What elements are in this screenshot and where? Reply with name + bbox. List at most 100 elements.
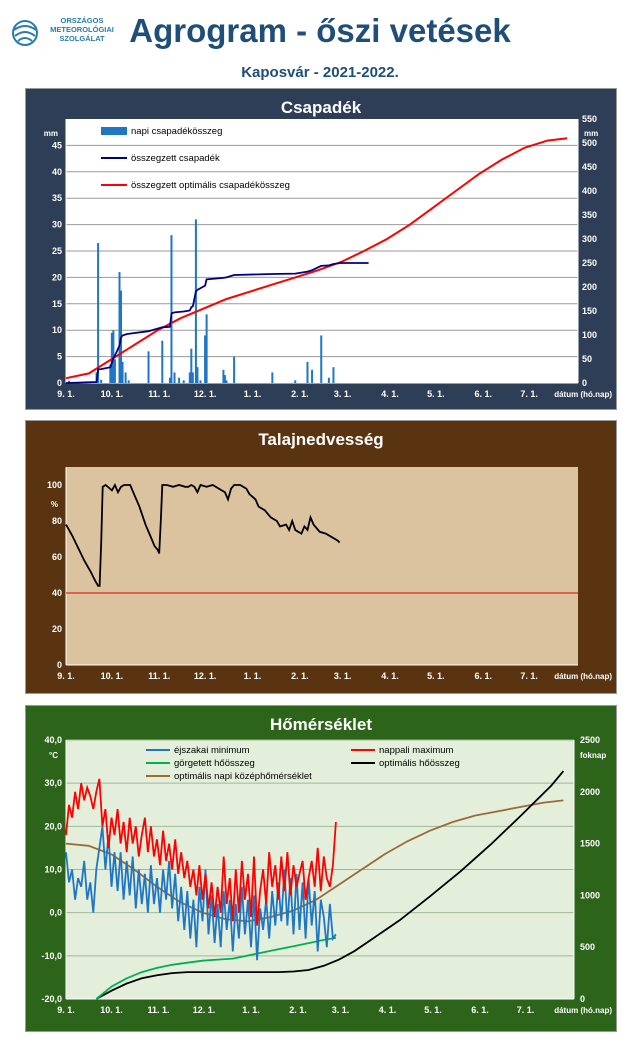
legend-swatch-daily [101,127,127,135]
daily-precip-bar [194,219,197,383]
y-tick-label: 45 [52,140,62,150]
daily-precip-bar [311,369,314,383]
chart-title: Hőmérséklet [270,715,372,734]
x-tick-label: 11. 1. [147,1005,169,1015]
soil-moisture-panel: Talajnedvesség 0 20 40 60 80 100% 9. 1. 10. 1. 11… [25,420,617,694]
y2-axis-label: foknap [580,751,606,760]
daily-precip-bar [327,377,330,383]
legend-label: görgetett hőösszeg [174,758,255,769]
x-tick-label: 9. 1. [57,671,75,681]
y-tick-label: 100 [47,480,62,490]
x-tick-label: 10. 1. [101,389,124,399]
x-tick-label: 9. 1. [57,389,75,399]
x-tick-label: 6. 1. [474,671,492,681]
y-tick-label: 40 [52,167,62,177]
x-tick-label: 1. 1. [244,671,262,681]
x-tick-label: 4. 1. [381,389,399,399]
daily-precip-bar [182,380,185,383]
x-tick-label: 4. 1. [381,671,399,681]
y2-tick-label: 200 [582,282,597,292]
x-tick-label: 12. 1. [193,1005,216,1015]
logo: ORSZÁGOS METEOROLÓGIAI SZOLGÁLAT [10,14,120,54]
y2-tick-label: 550 [582,114,597,124]
optimal-cumulative-line [65,137,568,380]
daily-precip-bar [191,372,194,383]
logo-text: ORSZÁGOS METEOROLÓGIAI SZOLGÁLAT [50,16,114,43]
y-tick-label: 30,0 [44,778,62,788]
daily-precip-bar [196,367,199,383]
x-tick-label: 5. 1. [427,671,445,681]
y2-tick-label: 1500 [580,839,600,849]
daily-precip-bar [188,372,191,383]
precipitation-chart: Csapadék 0 5 10 15 20 25 30 35 40 45 mm 9. 1. 10. 1. 1… [44,98,613,399]
daily-precip-bar [68,380,71,383]
daily-precip-bar [113,359,116,383]
y-tick-label: 25 [52,246,62,256]
daily-precip-bar [306,361,309,383]
y2-tick-label: 0 [582,378,587,388]
x-tick-label: 3. 1. [332,1005,350,1015]
daily-precip-bar [170,235,173,383]
page-title: Agrogram - őszi vetések [129,12,511,49]
daily-precip-bar [109,364,112,383]
daily-precip-bar [127,380,130,383]
daily-precip-bar [222,369,225,383]
y-tick-label: 20 [52,624,62,634]
y2-tick-label: 100 [582,330,597,340]
x-tick-label: 2. 1. [291,671,309,681]
daily-precip-bar [320,335,323,383]
y-tick-label: 35 [52,193,62,203]
x-tick-label: 12. 1. [194,389,217,399]
rolling-heat-sum-line [95,937,337,1000]
y2-tick-label: 0 [580,994,585,1004]
chart-title: Talajnedvesség [258,430,383,449]
daily-precip-bar [121,361,124,383]
y-axis-label: °C [49,751,58,760]
y-tick-label: 80 [52,516,62,526]
daily-precip-bar [225,380,228,383]
y2-tick-label: 1000 [580,890,600,900]
x-tick-label: 5. 1. [427,389,445,399]
y-tick-label: 40 [52,588,62,598]
soil-moisture-line [65,482,341,587]
daily-precip-bar [100,379,103,383]
y-tick-label: -10,0 [41,951,62,961]
y2-tick-label: 2500 [580,735,600,745]
daily-precip-bar [294,380,297,383]
daily-precip-bar [173,372,176,383]
x-tick-label: 5. 1. [424,1005,442,1015]
max-temp-line [65,778,337,926]
y2-tick-label: 400 [582,186,597,196]
daily-precip-bar [178,377,181,383]
y2-tick-label: 450 [582,162,597,172]
daily-precip-bar [271,372,274,383]
daily-precip-bar [97,243,100,383]
daily-precip-bar [147,351,150,383]
y-tick-label: 30 [52,220,62,230]
daily-precip-bar [204,335,207,383]
x-tick-label: 1. 1. [242,1005,260,1015]
x-tick-label: 12. 1. [194,671,217,681]
chart-title: Csapadék [281,98,362,117]
plot-area [66,467,578,665]
y-tick-label: 0,0 [49,908,62,918]
y-tick-label: 5 [57,352,62,362]
x-tick-label: 3. 1. [334,671,352,681]
y2-tick-label: 50 [582,354,592,364]
y2-tick-label: 2000 [580,787,600,797]
legend-label: napi csapadékösszeg [131,126,222,137]
daily-precip-bar [233,356,236,383]
x-tick-label: 10. 1. [101,671,124,681]
legend-label: összegzett optimális csapadékösszeg [131,180,290,191]
x-tick-label: 2. 1. [289,1005,307,1015]
y-axis-label: % [51,500,58,509]
legend-label: összegzett csapadék [131,153,220,164]
daily-precip-bar [199,380,202,383]
optimal-heat-sum-line [95,770,565,1000]
legend-label: optimális hőösszeg [379,758,460,769]
y-tick-label: 0 [57,660,62,670]
x-axis-unit: dátum (hó.nap) [554,390,612,399]
y2-tick-label: 350 [582,210,597,220]
x-tick-label: 11. 1. [148,671,170,681]
page-subtitle: Kaposvár - 2021-2022. [241,64,399,81]
